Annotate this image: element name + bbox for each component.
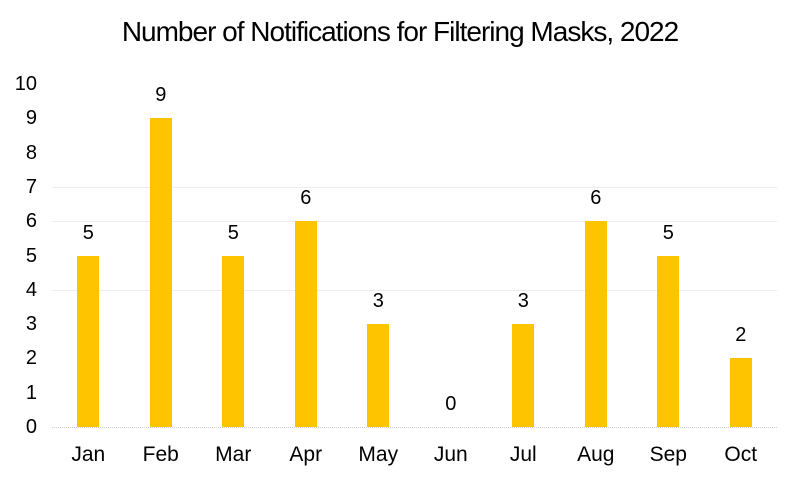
bar-feb — [149, 118, 172, 427]
bar-value-label-jun: 0 — [445, 393, 457, 415]
chart-title: Number of Notifications for Filtering Ma… — [121, 16, 679, 47]
x-axis-label-sep: Sep — [649, 443, 687, 466]
horizontal-gridline — [52, 221, 777, 223]
x-axis-label-apr: Apr — [289, 443, 323, 466]
y-axis-tick-label: 6 — [25, 210, 37, 233]
bar-value-label-apr: 6 — [300, 187, 312, 210]
bar-apr — [294, 221, 317, 427]
bar-value-label-may: 3 — [372, 290, 384, 313]
bar-oct — [729, 358, 752, 427]
bar-value-label-jan: 5 — [82, 221, 94, 244]
y-axis-tick-label: 10 — [14, 73, 37, 95]
bar-value-label-sep: 5 — [662, 221, 674, 244]
x-axis-baseline — [52, 427, 777, 428]
bar-value-label-oct: 2 — [735, 324, 747, 347]
bar-aug — [584, 221, 607, 427]
x-axis-label-may: May — [358, 443, 399, 466]
y-axis-tick-label: 4 — [25, 278, 37, 301]
y-axis-tick-label: 5 — [25, 244, 37, 267]
x-axis-label-aug: Aug — [577, 443, 615, 466]
bar-mar — [222, 255, 245, 427]
x-axis-label-mar: Mar — [215, 443, 252, 466]
horizontal-gridline — [52, 289, 777, 291]
bar-may — [367, 324, 390, 427]
bar-jan — [77, 255, 100, 427]
x-axis-label-jan: Jan — [71, 443, 106, 466]
y-axis-tick-label: 7 — [25, 175, 37, 198]
x-axis-label-jul: Jul — [509, 443, 537, 466]
bar-value-label-jul: 3 — [517, 290, 529, 313]
bar-sep — [657, 255, 680, 427]
y-axis-tick-label: 3 — [25, 313, 37, 336]
x-axis-label-feb: Feb — [142, 443, 179, 466]
x-axis-label-oct: Oct — [724, 443, 758, 466]
y-axis-tick-label: 0 — [25, 416, 37, 438]
bar-value-label-mar: 5 — [227, 221, 239, 244]
x-axis-label-jun: Jun — [433, 443, 468, 466]
y-axis-tick-label: 2 — [25, 347, 37, 370]
y-axis-tick-label: 9 — [25, 107, 37, 130]
bar-jul — [512, 324, 535, 427]
y-axis-tick-label: 8 — [25, 141, 37, 164]
bar-value-label-feb: 9 — [155, 84, 167, 107]
horizontal-gridline — [52, 186, 777, 188]
bar-value-label-aug: 6 — [590, 187, 602, 210]
y-axis-tick-label: 1 — [25, 381, 37, 404]
